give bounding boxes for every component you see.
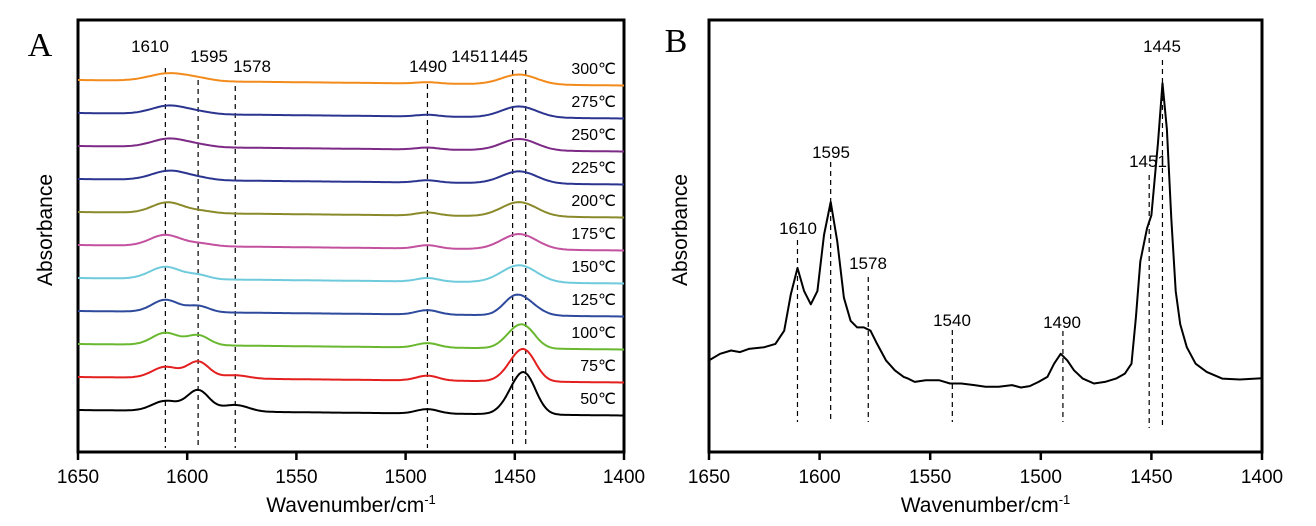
x-tick-label: 1550: [909, 467, 951, 488]
x-tick-label: 1550: [275, 467, 317, 488]
panel-b: 1650 1600 1550 1500 1450 1400 Wavenumber/cm-1 A…: [665, 18, 1283, 517]
x-tick-label: 1600: [166, 467, 208, 488]
y-axis-title: Absorbance: [34, 174, 57, 286]
x-tick-label: 1650: [57, 467, 99, 488]
peak-label: 1445: [490, 47, 528, 66]
peak-label: 1445: [1143, 37, 1181, 56]
peak-label: 1610: [779, 219, 817, 238]
x-axis-title: Wavenumber/cm-1: [266, 492, 436, 517]
spectrum-line: [78, 169, 624, 186]
spectrum-line: [78, 104, 624, 120]
peak-label: 1540: [933, 311, 971, 330]
spectrum-line: [78, 371, 624, 417]
peak-label: 1490: [1043, 313, 1081, 332]
peak-label: 1595: [190, 47, 228, 66]
peak-label: 1451: [1129, 152, 1167, 171]
plot-frame: [707, 18, 1264, 454]
temperature-label: 200℃: [571, 193, 616, 210]
x-tick-label: 1450: [1130, 467, 1172, 488]
spectrum-line: [708, 82, 1263, 389]
spectrum-line: [78, 233, 624, 252]
x-tick-label: 1400: [1241, 467, 1283, 488]
temperature-label: 250℃: [571, 127, 616, 144]
temperature-label: 175℃: [571, 226, 616, 243]
spectrum-line: [78, 323, 624, 351]
peak-label: 1595: [812, 143, 850, 162]
spectrum-line: [78, 347, 624, 384]
temperature-label: 300℃: [571, 61, 616, 78]
panel-a: 1650 1600 1550 1500 1450 1400 Wavenumber/cm-1 A…: [28, 18, 645, 517]
spectrum-line: [78, 72, 624, 87]
spectrum-line: [78, 201, 624, 219]
panel-letter: B: [665, 23, 688, 60]
spectrum-line: [78, 293, 624, 318]
temperature-label: 100℃: [571, 325, 616, 342]
x-tick-label: 1450: [494, 467, 536, 488]
x-tick-label: 1650: [688, 467, 730, 488]
temperature-label: 75℃: [580, 358, 616, 375]
x-tick-label: 1500: [384, 467, 426, 488]
peak-label: 1578: [849, 254, 887, 273]
x-tick-label: 1600: [798, 467, 840, 488]
x-tick-label: 1500: [1020, 467, 1062, 488]
panel-letter: A: [28, 27, 53, 64]
spectrum-line: [78, 264, 624, 285]
peak-label: 1578: [233, 57, 271, 76]
x-axis-title: Wavenumber/cm-1: [901, 492, 1071, 517]
peak-label: 1451: [451, 47, 489, 66]
temperature-label: 275℃: [571, 94, 616, 111]
temperature-label: 125℃: [571, 292, 616, 309]
peak-label: 1490: [409, 57, 447, 76]
x-tick-label: 1400: [603, 467, 645, 488]
peak-label: 1610: [131, 37, 169, 56]
y-axis-title: Absorbance: [669, 174, 692, 286]
plot-frame: [76, 18, 626, 454]
temperature-label: 225℃: [571, 160, 616, 177]
temperature-label: 150℃: [571, 259, 616, 276]
temperature-label: 50℃: [580, 391, 616, 408]
spectrum-line: [78, 137, 624, 153]
